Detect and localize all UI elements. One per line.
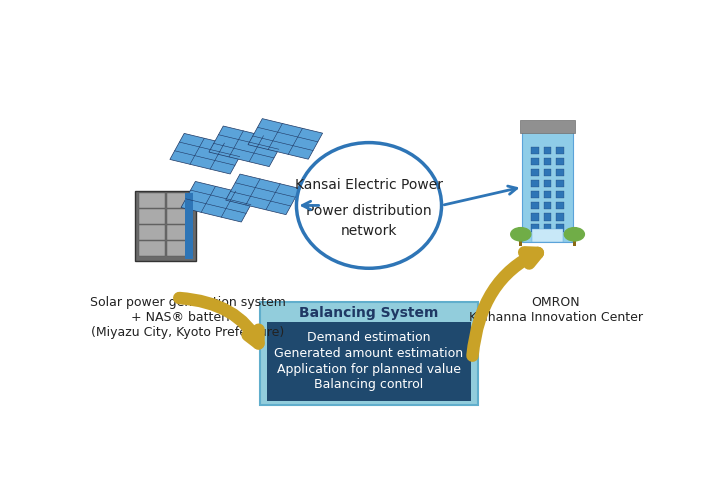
FancyBboxPatch shape bbox=[135, 191, 196, 261]
FancyBboxPatch shape bbox=[544, 158, 552, 165]
FancyBboxPatch shape bbox=[139, 209, 166, 224]
FancyBboxPatch shape bbox=[557, 213, 564, 220]
Polygon shape bbox=[248, 119, 323, 159]
Text: network: network bbox=[341, 224, 397, 238]
FancyBboxPatch shape bbox=[533, 229, 562, 242]
FancyBboxPatch shape bbox=[531, 224, 539, 231]
FancyBboxPatch shape bbox=[572, 240, 576, 246]
FancyBboxPatch shape bbox=[557, 147, 564, 154]
FancyBboxPatch shape bbox=[531, 147, 539, 154]
FancyBboxPatch shape bbox=[544, 147, 552, 154]
FancyBboxPatch shape bbox=[139, 240, 166, 256]
FancyBboxPatch shape bbox=[520, 120, 575, 133]
Polygon shape bbox=[170, 133, 245, 174]
FancyBboxPatch shape bbox=[557, 158, 564, 165]
FancyBboxPatch shape bbox=[544, 224, 552, 231]
Polygon shape bbox=[209, 126, 284, 167]
FancyBboxPatch shape bbox=[531, 202, 539, 209]
FancyBboxPatch shape bbox=[544, 191, 552, 198]
FancyBboxPatch shape bbox=[167, 240, 193, 256]
Text: Kansai Electric Power: Kansai Electric Power bbox=[295, 178, 443, 192]
Circle shape bbox=[510, 228, 531, 241]
Polygon shape bbox=[181, 181, 256, 222]
Circle shape bbox=[564, 228, 585, 241]
FancyBboxPatch shape bbox=[557, 224, 564, 231]
FancyBboxPatch shape bbox=[267, 322, 471, 401]
FancyBboxPatch shape bbox=[519, 240, 523, 246]
FancyBboxPatch shape bbox=[185, 192, 193, 259]
FancyBboxPatch shape bbox=[531, 169, 539, 176]
Text: Power distribution: Power distribution bbox=[306, 204, 432, 218]
FancyBboxPatch shape bbox=[544, 169, 552, 176]
FancyBboxPatch shape bbox=[139, 192, 166, 207]
FancyBboxPatch shape bbox=[167, 225, 193, 240]
FancyBboxPatch shape bbox=[523, 132, 572, 242]
FancyBboxPatch shape bbox=[544, 213, 552, 220]
Text: Demand estimation: Demand estimation bbox=[307, 331, 431, 344]
FancyBboxPatch shape bbox=[544, 202, 552, 209]
FancyBboxPatch shape bbox=[557, 180, 564, 187]
Text: Balancing control: Balancing control bbox=[315, 378, 423, 391]
FancyBboxPatch shape bbox=[531, 213, 539, 220]
Text: OMRON
Keihanna Innovation Center: OMRON Keihanna Innovation Center bbox=[469, 296, 643, 324]
Text: Solar power generation system
+ NAS® batteries
(Miyazu City, Kyoto Prefecture): Solar power generation system + NAS® bat… bbox=[90, 296, 286, 339]
FancyBboxPatch shape bbox=[557, 169, 564, 176]
Polygon shape bbox=[225, 174, 300, 215]
FancyBboxPatch shape bbox=[557, 191, 564, 198]
Text: Generated amount estimation: Generated amount estimation bbox=[274, 347, 464, 360]
FancyBboxPatch shape bbox=[139, 225, 166, 240]
FancyBboxPatch shape bbox=[557, 202, 564, 209]
FancyBboxPatch shape bbox=[260, 301, 478, 405]
FancyBboxPatch shape bbox=[531, 180, 539, 187]
Text: Balancing System: Balancing System bbox=[300, 306, 438, 320]
FancyBboxPatch shape bbox=[531, 191, 539, 198]
Text: Application for planned value: Application for planned value bbox=[277, 362, 461, 375]
FancyBboxPatch shape bbox=[531, 158, 539, 165]
FancyBboxPatch shape bbox=[544, 180, 552, 187]
FancyBboxPatch shape bbox=[167, 192, 193, 207]
FancyBboxPatch shape bbox=[167, 209, 193, 224]
